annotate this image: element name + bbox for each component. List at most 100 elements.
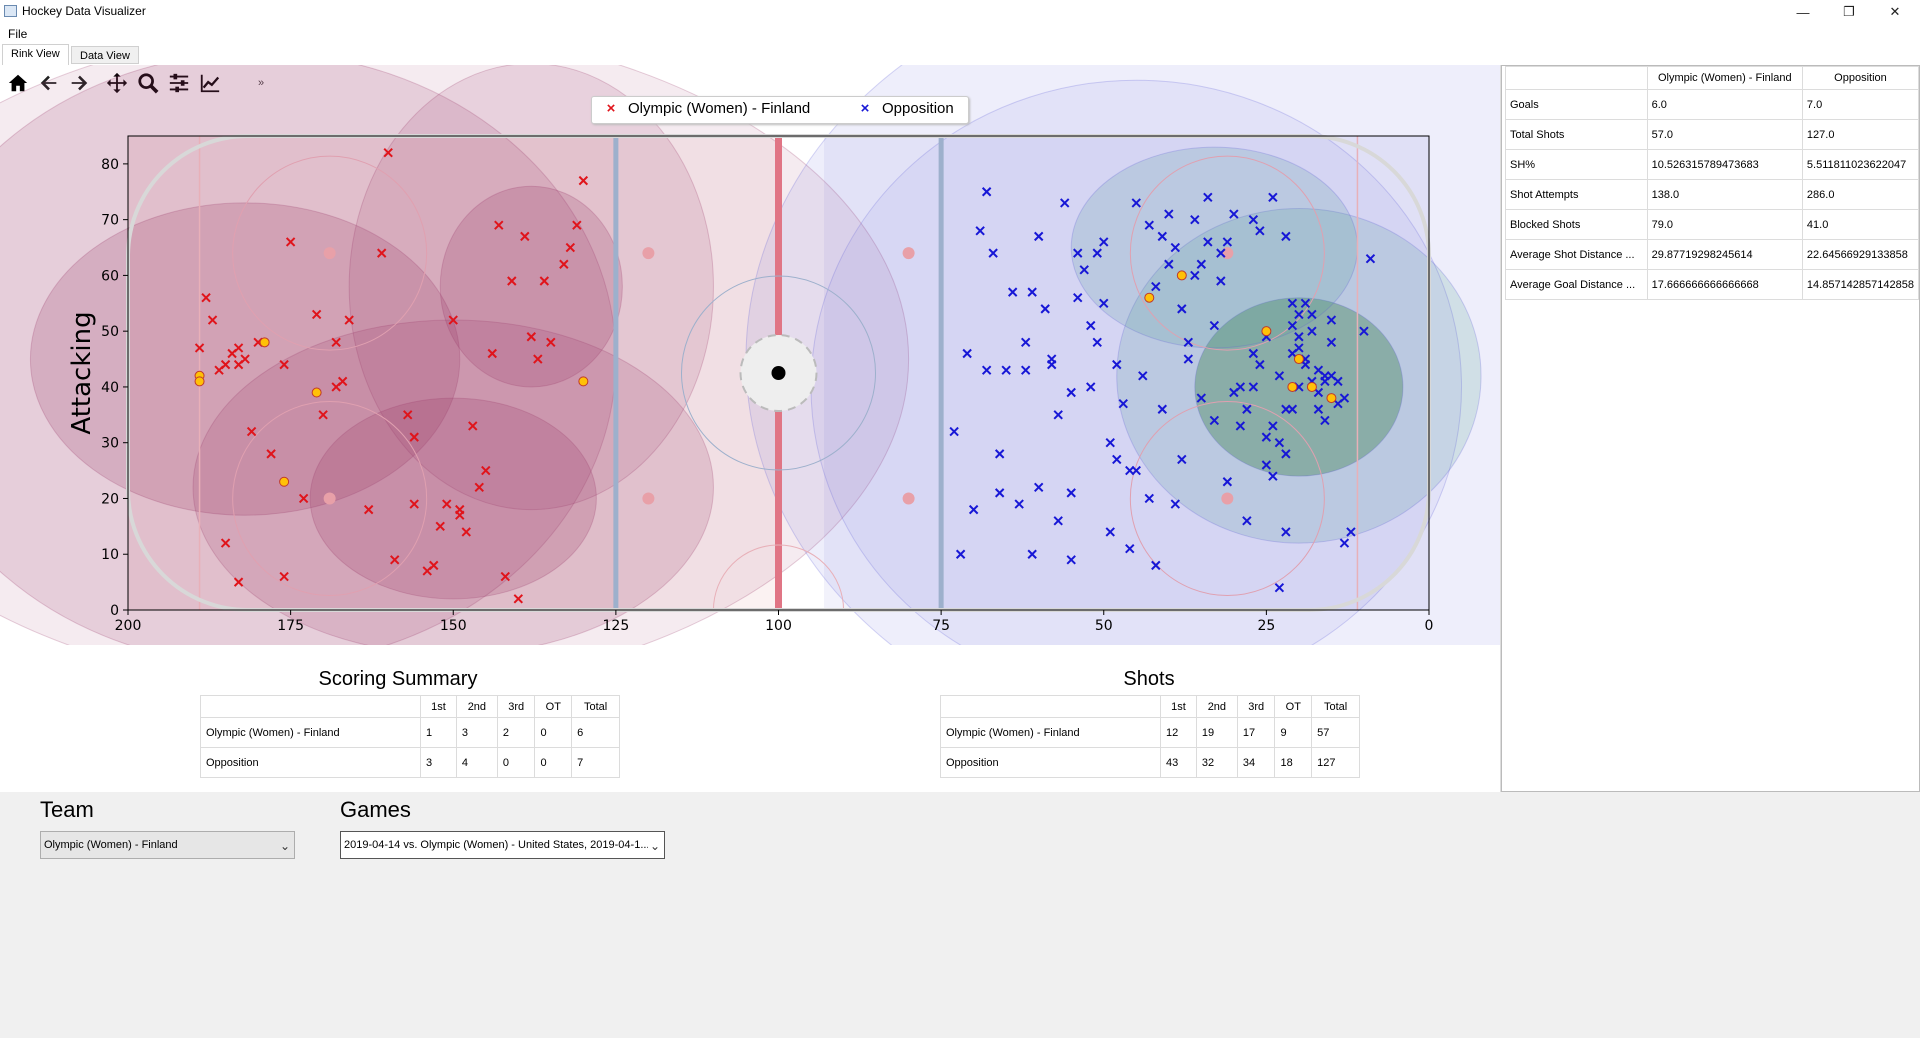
scoring-summary-title: Scoring Summary <box>318 668 478 690</box>
restore-button[interactable]: ❐ <box>1843 4 1855 19</box>
back-arrow-icon[interactable] <box>37 71 61 95</box>
opposition-shot-marker <box>1092 337 1102 348</box>
opposition-shot-marker <box>1014 499 1024 509</box>
team-shot-marker <box>455 504 465 515</box>
close-button[interactable]: ✕ <box>1889 4 1901 19</box>
opposition-shot-marker <box>1196 259 1207 269</box>
opposition-goal-marker <box>1306 381 1317 392</box>
opposition-shot-marker <box>1281 527 1291 537</box>
opposition-shot-marker <box>1105 527 1115 537</box>
x-tick-label: 25 <box>1257 618 1275 634</box>
opposition-shot-marker <box>1281 449 1291 459</box>
opposition-shot-marker <box>1274 582 1285 593</box>
opposition-shot-marker <box>1326 337 1337 348</box>
opposition-shot-marker <box>1346 527 1356 537</box>
opposition-shot-marker <box>1287 298 1298 309</box>
table-header-cell: 1st <box>1160 695 1197 718</box>
team-shot-marker <box>207 315 218 325</box>
opposition-shot-marker <box>1125 543 1135 554</box>
zoom-icon[interactable] <box>136 71 160 95</box>
table-cell: Olympic (Women) - Finland <box>940 717 1161 748</box>
team-shot-marker <box>494 220 504 230</box>
team-density-contour <box>348 65 714 511</box>
team-select[interactable]: Olympic (Women) - Finland ⌄ <box>40 831 295 859</box>
opposition-shot-marker <box>1287 320 1298 331</box>
opposition-shot-marker <box>1001 365 1011 375</box>
center-circle <box>681 275 876 471</box>
minimize-button[interactable]: — <box>1796 4 1810 20</box>
legend-marker-opposition: × <box>860 100 870 117</box>
opposition-shot-marker <box>1151 560 1161 571</box>
neutral-faceoff-dot <box>642 492 655 505</box>
table-row[interactable]: Goals 6.0 7.0 <box>1505 89 1920 120</box>
table-header-cell: Olympic (Women) - Finland <box>1646 66 1803 90</box>
opposition-shot-marker <box>1053 516 1063 526</box>
opposition-goal-marker <box>1144 292 1155 303</box>
x-tick-label: 75 <box>932 618 950 634</box>
opposition-shot-marker <box>1248 382 1259 392</box>
table-cell: 34 <box>1236 747 1276 778</box>
opposition-shot-marker <box>1131 198 1141 208</box>
table-row[interactable]: Total Shots 57.0 127.0 <box>1505 119 1920 150</box>
opposition-shot-marker <box>1268 471 1278 481</box>
table-cell: 6.0 <box>1646 89 1803 120</box>
table-cell: 7 <box>571 747 620 778</box>
app-icon <box>4 5 17 17</box>
opposition-shot-marker <box>1112 454 1122 465</box>
opposition-shot-marker <box>1242 404 1252 414</box>
team-shot-marker <box>487 348 497 359</box>
neutral-faceoff-dot <box>902 247 915 260</box>
team-shot-marker <box>468 421 478 431</box>
table-cell: 22.64566929133858 <box>1801 239 1920 270</box>
opposition-shot-marker <box>1131 465 1141 476</box>
pan-icon[interactable] <box>105 71 129 95</box>
team-shot-marker <box>565 242 576 253</box>
y-tick-label: 60 <box>101 268 119 284</box>
table-header-row: 1st 2nd 3rd OT Total <box>200 695 620 718</box>
table-cell: Average Shot Distance ... <box>1505 239 1648 270</box>
menu-bar: File <box>0 24 1920 44</box>
table-header-cell: 3rd <box>496 695 536 718</box>
toolbar-overflow-icon[interactable]: » <box>258 77 265 89</box>
legend-item-team: × Olympic (Women) - Finland <box>604 100 811 117</box>
team-shot-marker <box>474 482 484 493</box>
forward-arrow-icon[interactable] <box>67 71 91 95</box>
opposition-shot-marker <box>1066 555 1076 565</box>
table-header-cell: 3rd <box>1236 695 1276 718</box>
table-cell: 29.87719298245614 <box>1646 239 1803 270</box>
table-cell: Goals <box>1505 89 1648 120</box>
team-shot-marker <box>337 376 348 387</box>
games-select[interactable]: 2019-04-14 vs. Olympic (Women) - United … <box>340 831 665 859</box>
table-row[interactable]: Average Goal Distance ... 17.66666666666… <box>1505 269 1920 300</box>
x-tick-label: 200 <box>115 618 142 634</box>
team-shot-marker <box>279 359 289 370</box>
table-cell: 5.511811023622047 <box>1801 149 1920 180</box>
table-cell: 17.666666666666668 <box>1646 269 1803 300</box>
home-icon[interactable] <box>6 71 30 95</box>
menu-file[interactable]: File <box>8 27 28 41</box>
team-shot-marker <box>383 148 393 158</box>
table-row[interactable]: SH% 10.526315789473683 5.511811023622047 <box>1505 149 1920 180</box>
team-density-contour <box>439 185 623 388</box>
team-zone-tint <box>128 136 616 610</box>
opposition-shot-marker <box>1157 404 1168 414</box>
opposition-shot-marker <box>1268 192 1278 203</box>
table-cell: 0 <box>534 717 573 748</box>
opposition-shot-marker <box>981 365 992 375</box>
opposition-shot-marker <box>968 504 979 515</box>
table-row[interactable]: Blocked Shots 79.0 41.0 <box>1505 209 1920 240</box>
table-row[interactable]: Average Shot Distance ... 29.87719298245… <box>1505 239 1920 270</box>
opposition-shot-marker <box>1164 259 1174 269</box>
x-tick-label: 150 <box>440 618 467 634</box>
tab-rink-view[interactable]: Rink View <box>2 44 69 65</box>
edit-axis-icon[interactable] <box>198 71 222 95</box>
center-faceoff-dot <box>771 366 786 380</box>
table-cell: 12 <box>1160 717 1197 748</box>
configure-subplots-icon[interactable] <box>167 71 191 95</box>
opposition-shot-marker <box>1365 253 1376 264</box>
opposition-shot-marker <box>1086 320 1096 331</box>
tab-data-view[interactable]: Data View <box>71 46 139 64</box>
opposition-shot-marker <box>1033 231 1044 242</box>
table-row[interactable]: Shot Attempts 138.0 286.0 <box>1505 179 1920 210</box>
team-goal-marker <box>194 376 205 387</box>
